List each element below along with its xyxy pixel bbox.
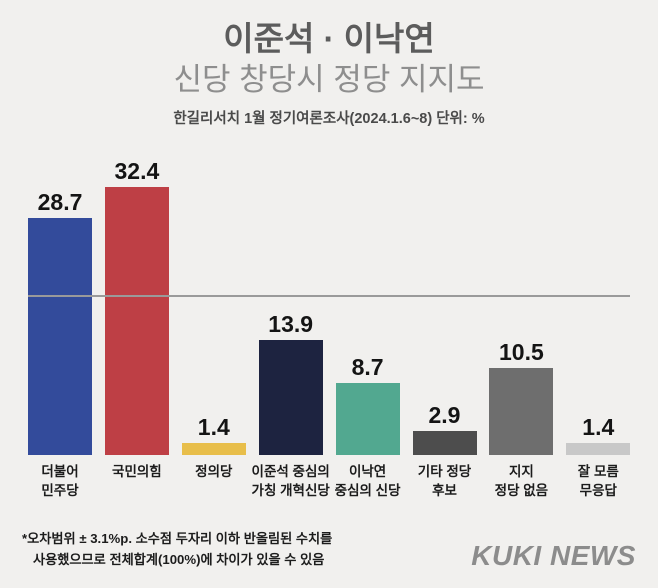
bar (335, 383, 400, 455)
x-axis-label-line-2: 정당 없음 (494, 483, 549, 498)
chart-header: 이준석 · 이낙연 신당 창당시 정당 지지도 한길리서치 1월 정기여론조사(… (0, 0, 658, 128)
bar (104, 187, 169, 455)
x-axis-label-line-1: 정의당 (195, 464, 233, 479)
x-axis-label-line-2: 가칭 개혁신당 (251, 483, 330, 498)
bar-column: 1.4 (181, 414, 246, 455)
bar (566, 443, 631, 455)
x-axis-label-line-1: 지지 (508, 464, 534, 479)
page-title-line-1: 이준석 · 이낙연 (223, 20, 435, 57)
bar-column: 32.4 (104, 158, 169, 455)
bar (412, 431, 477, 455)
bar-value-label: 32.4 (114, 158, 160, 184)
x-axis-label-line-1: 국민의힘 (112, 464, 162, 479)
bar-value-label: 13.9 (268, 311, 314, 337)
bar-column: 10.5 (489, 339, 554, 455)
bar-value-label: 1.4 (197, 414, 230, 440)
bar-value-label: 2.9 (428, 402, 461, 428)
bar-column: 8.7 (335, 354, 400, 455)
chart-x-axis-labels: 더불어 민주당 국민의힘 정의당 이준석 중심의 가칭 개혁신당 이낙연 중심의 신당 기타 정… (28, 462, 630, 510)
bar-column: 1.4 (566, 414, 631, 455)
chart-plot-area: 28.7 32.4 1.4 13.9 8.7 2.9 10.5 1.4 (28, 158, 631, 456)
bar-value-label: 10.5 (499, 339, 544, 365)
bar-value-label: 1.4 (582, 414, 615, 440)
x-axis-label-line-1: 잘 모름 (577, 464, 619, 479)
chart-baseline-axis (28, 295, 630, 297)
x-axis-label-line-2: 중심의 신당 (334, 483, 401, 498)
x-axis-label-line-2: 후보 (432, 483, 457, 498)
bar (28, 218, 92, 455)
bar (181, 443, 246, 455)
chart-subtitle: 한길리서치 1월 정기여론조사(2024.1.6~8) 단위: % (173, 111, 485, 127)
x-axis-label-line-1: 더불어 (41, 464, 79, 479)
x-axis-label-line-2: 무응답 (579, 483, 617, 498)
bar-value-label: 8.7 (351, 354, 384, 380)
bar (489, 368, 554, 455)
bar-chart: 28.7 32.4 1.4 13.9 8.7 2.9 10.5 1.4 (0, 158, 658, 458)
bar-value-label: 28.7 (37, 189, 83, 215)
x-axis-label-line-1: 이낙연 (348, 464, 387, 479)
x-axis-label-line-1: 이준석 중심의 (251, 464, 330, 479)
x-axis-label: 정의당 (168, 462, 260, 481)
footnote-line-1: *오차범위 ± 3.1%p. 소수점 두자리 이하 반올림된 수치를 (22, 531, 333, 546)
x-axis-label-line-1: 기타 정당 (417, 464, 472, 479)
bar-column: 28.7 (28, 189, 92, 455)
bar-column: 13.9 (258, 311, 323, 455)
x-axis-label-line-2: 민주당 (41, 483, 79, 498)
chart-footnote: *오차범위 ± 3.1%p. 소수점 두자리 이하 반올림된 수치를 사용했으므… (22, 528, 422, 570)
bar-column: 2.9 (412, 402, 477, 455)
bar (258, 340, 323, 455)
x-axis-label: 국민의힘 (91, 462, 183, 481)
footnote-line-2: 사용했으므로 전체합계(100%)에 차이가 있을 수 있음 (33, 552, 325, 567)
page-title-line-2: 신당 창당시 정당 지지도 (173, 62, 485, 97)
kuki-news-logo: KUKI NEWS (471, 540, 636, 571)
